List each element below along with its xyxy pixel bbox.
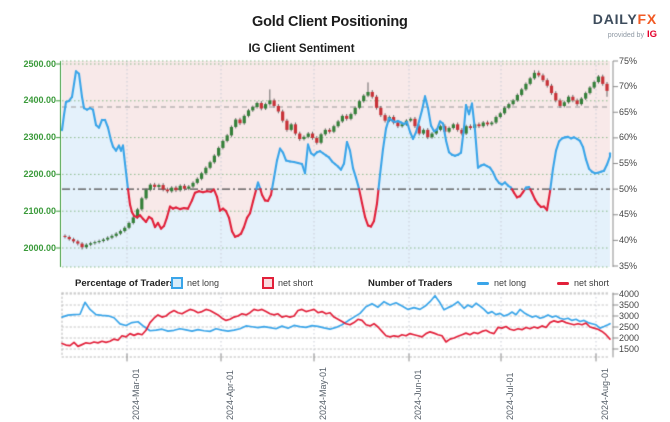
chart-subtitle: IG Client Sentiment (248, 43, 355, 55)
legend-num-net-short-label: net short (574, 278, 610, 288)
traders-axis-tick: 3500 (619, 299, 640, 310)
percent-axis-tick: 35% (619, 260, 638, 271)
date-axis-tick: 2024-May-01 (318, 366, 328, 420)
legend-number-title: Number of Traders (368, 277, 453, 289)
logo-daily-text: DAILY (592, 11, 638, 27)
price-axis-tick: 2400.00 (23, 95, 56, 106)
percent-axis-tick: 70% (619, 81, 638, 92)
legend-net-short-label: net short (278, 278, 314, 288)
percent-axis-tick: 60% (619, 132, 638, 143)
price-axis-tick: 2100.00 (23, 205, 56, 216)
date-axis-tick: 2024-Apr-01 (225, 369, 235, 420)
net-long-line-icon (477, 281, 489, 285)
price-axis-tick: 2000.00 (23, 242, 56, 253)
logo-provided-by: provided by IG (607, 29, 657, 40)
price-axis-tick: 2300.00 (23, 132, 56, 143)
percent-axis-tick: 75% (619, 55, 638, 66)
legend-percentage-title: Percentage of Traders (75, 277, 175, 289)
percent-axis-tick: 55% (619, 158, 638, 168)
logo-fx-text: FX (637, 11, 657, 27)
percent-axis-tick: 65% (619, 106, 638, 117)
percent-axis-tick: 45% (619, 209, 638, 220)
legend-net-long-label: net long (187, 278, 220, 288)
traders-axis-tick: 1500 (619, 343, 640, 354)
net-short-swatch-icon (262, 277, 274, 289)
date-axis-tick: 2024-Jul-01 (505, 372, 515, 420)
date-axis-tick: 2024-Mar-01 (131, 368, 141, 420)
date-axis-tick: 2024-Jun-01 (413, 369, 423, 420)
traders-axis-tick: 2500 (619, 321, 640, 332)
date-axis-tick: 2024-Aug-01 (600, 367, 610, 420)
dailyfx-logo: DAILYFX provided by IG (593, 12, 657, 40)
traders-axis-tick: 4000 (619, 288, 640, 299)
percent-axis-tick: 50% (619, 183, 638, 194)
net-long-swatch-icon (171, 277, 183, 289)
page-title: Gold Client Positioning (252, 14, 408, 30)
legend-num-net-long-label: net long (494, 278, 527, 288)
legend-pct-net-long: net long (171, 277, 219, 289)
legend-pct-net-short: net short (262, 277, 313, 289)
percent-axis-tick: 40% (619, 234, 638, 245)
legend-num-net-long: net long (477, 277, 526, 289)
price-axis-tick: 2200.00 (23, 168, 56, 179)
traders-axis-tick: 2000 (619, 332, 640, 343)
legend-num-net-short: net short (557, 277, 609, 289)
net-short-line-icon (557, 281, 569, 285)
ig-logo-text: IG (646, 29, 657, 40)
dailyfx-logo-text: DAILYFX (593, 12, 657, 26)
price-axis-tick: 2500.00 (23, 58, 56, 69)
traders-axis-tick: 3000 (619, 310, 640, 321)
